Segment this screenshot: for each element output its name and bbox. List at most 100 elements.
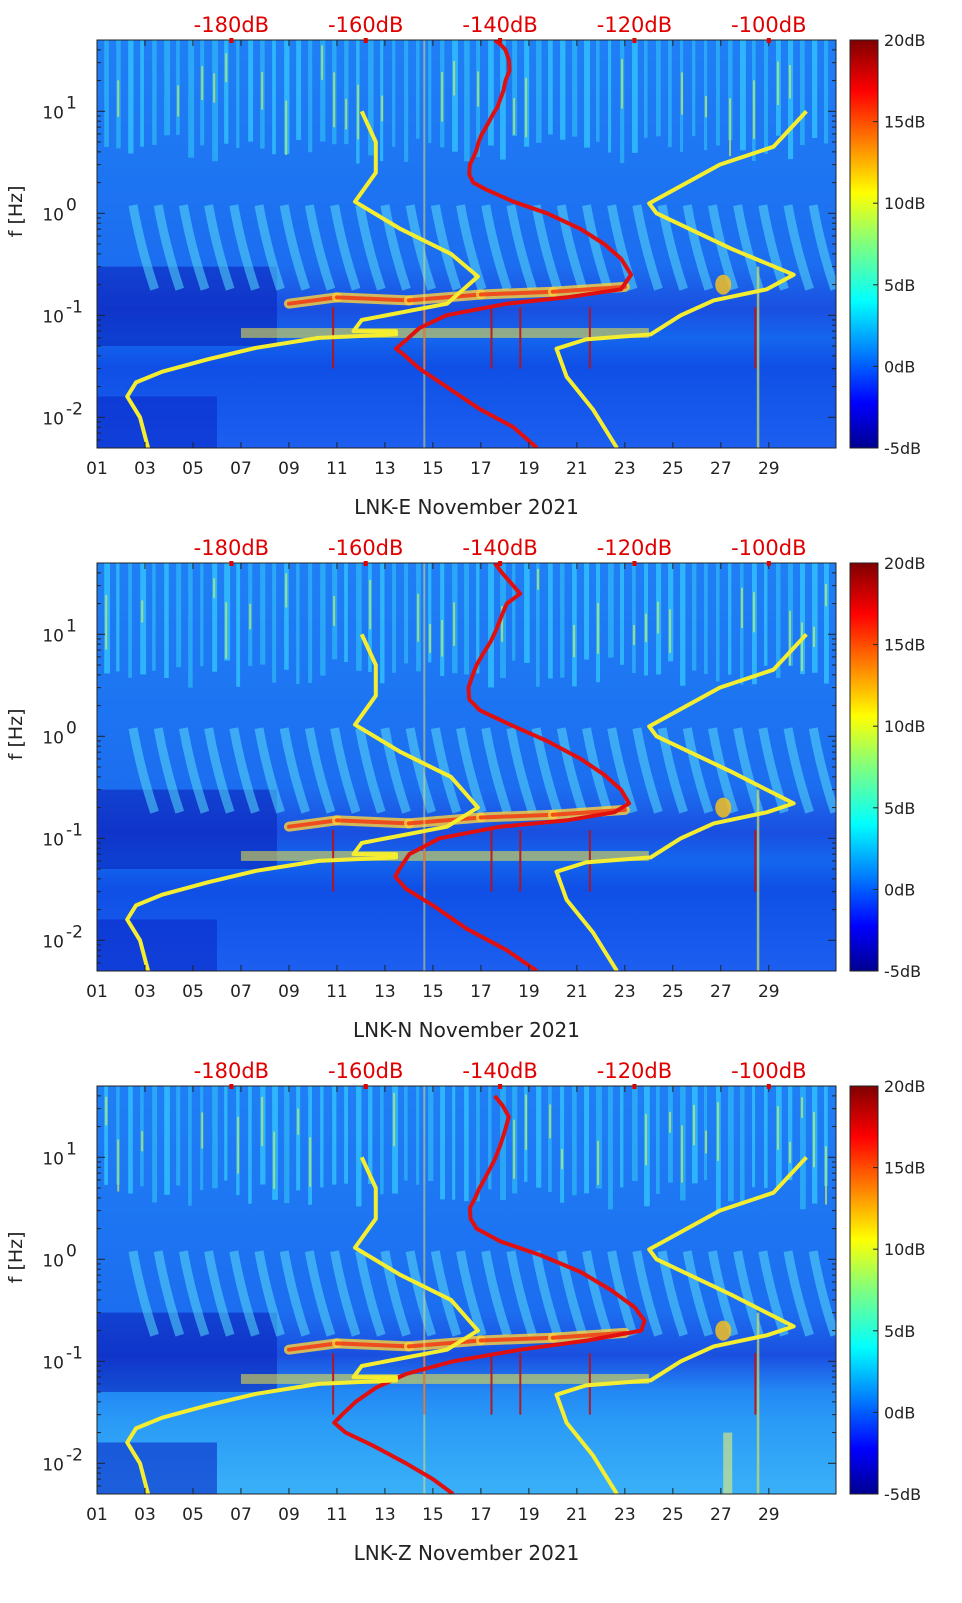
microseism-streak: [430, 204, 462, 291]
y-tick-exponent: 1: [66, 616, 77, 636]
colorbar-label: 20dB: [884, 31, 926, 50]
y-tick-exponent: 0: [66, 1241, 77, 1261]
x-tick-label: 07: [230, 1505, 252, 1525]
x-tick-label: 15: [422, 1505, 444, 1525]
noise-stripe-hot: [105, 1096, 108, 1126]
noise-stripe-hot: [669, 609, 672, 653]
microseism-band-core: [478, 289, 555, 297]
noise-stripe: [356, 563, 362, 671]
microseism-band-core: [406, 1338, 483, 1349]
microseism-streak: [733, 727, 764, 814]
top-axis-label: -140dB: [462, 1059, 537, 1083]
noise-stripe: [824, 40, 829, 144]
noise-stripe: [812, 40, 818, 138]
top-axis-tick: [632, 38, 637, 43]
microseism-streak: [481, 1250, 512, 1337]
colorbar-label: 0dB: [884, 880, 915, 899]
psd-curve-red: [394, 40, 634, 448]
spectral-line: [756, 266, 760, 448]
noise-stripe: [824, 563, 829, 684]
microseism-streak: [430, 727, 462, 814]
psd-curve-red: [332, 1094, 647, 1494]
noise-stripe-hot: [249, 603, 252, 630]
noise-stripe-hot: [513, 98, 516, 135]
noise-stripe: [176, 1086, 181, 1186]
microseism-streak: [607, 1250, 638, 1337]
top-axis-tick: [229, 38, 234, 43]
microseism-streak: [632, 1250, 663, 1337]
noise-stripe: [428, 563, 432, 663]
x-axis-label: LNK-Z November 2021: [354, 1541, 580, 1565]
colorbar: [849, 39, 879, 449]
top-axis-tick: [632, 561, 637, 566]
x-tick-label: 07: [230, 982, 252, 1002]
microseism-band-core: [478, 812, 555, 820]
noise-stripe: [404, 563, 409, 664]
microseism-streak: [682, 1250, 714, 1337]
noise-stripe: [176, 563, 182, 668]
microseism-band-core: [550, 284, 627, 294]
secondary-band: [240, 1374, 649, 1384]
noise-stripe-hot: [237, 1116, 240, 1174]
noise-stripe: [452, 1086, 456, 1200]
x-tick-label: 23: [614, 459, 636, 479]
microseism-streak: [783, 727, 814, 814]
x-tick-label: 21: [566, 982, 588, 1002]
microseism-streak: [279, 727, 311, 814]
secondary-band: [240, 851, 649, 861]
x-tick-label: 13: [374, 982, 396, 1002]
microseism-band-core: [286, 1341, 339, 1352]
x-tick-label: 01: [86, 982, 108, 1002]
noise-stripe-hot: [357, 84, 360, 140]
top-axis-tick: [363, 561, 368, 566]
top-axis-tick: [766, 1084, 771, 1089]
noise-stripe: [224, 1086, 228, 1181]
noise-stripe: [824, 1086, 828, 1186]
noise-stripe: [284, 563, 289, 670]
top-axis-tick: [498, 561, 503, 566]
microseism-streak: [733, 1250, 764, 1337]
y-tick-label: 10: [42, 307, 64, 327]
noise-stripe: [236, 40, 240, 149]
noise-stripe: [656, 1086, 660, 1194]
noise-stripe: [116, 563, 120, 672]
microseism-streak: [204, 204, 235, 291]
event-spike: [490, 830, 493, 892]
noise-stripe: [308, 40, 313, 153]
noise-stripe-hot: [333, 595, 336, 626]
microseism-streak: [758, 727, 789, 814]
noise-stripe-hot: [321, 45, 324, 80]
noise-stripe: [440, 563, 445, 676]
noise-stripe-hot: [141, 600, 144, 623]
microseism-streak: [153, 727, 185, 814]
noise-stripe: [320, 40, 326, 142]
noise-stripe: [596, 1086, 602, 1189]
microseism-streak: [304, 727, 336, 814]
microseism-streak: [153, 204, 185, 291]
x-tick-label: 13: [374, 1505, 396, 1525]
noise-stripe-hot: [825, 1146, 828, 1205]
colorbar-label: -5dB: [884, 439, 921, 458]
noise-stripe: [464, 40, 470, 162]
x-tick-label: 07: [230, 459, 252, 479]
noise-stripe-hot: [693, 1104, 696, 1146]
colorbar: [849, 1085, 879, 1495]
noise-stripe-hot: [513, 1119, 516, 1179]
noise-stripe-hot: [525, 77, 528, 138]
microseism-band-core: [286, 818, 339, 829]
noise-stripe: [356, 1086, 362, 1207]
microseism-streak: [582, 204, 613, 291]
microseism-streak: [355, 727, 386, 814]
microseism-streak: [607, 204, 638, 291]
noise-stripe: [752, 1086, 756, 1188]
microseism-streak: [128, 1250, 159, 1337]
microseism-streak: [682, 204, 714, 291]
noise-stripe-hot: [525, 1094, 528, 1150]
noise-stripe: [560, 563, 565, 678]
microseism-band-core: [406, 815, 483, 826]
noise-stripe: [140, 40, 144, 147]
